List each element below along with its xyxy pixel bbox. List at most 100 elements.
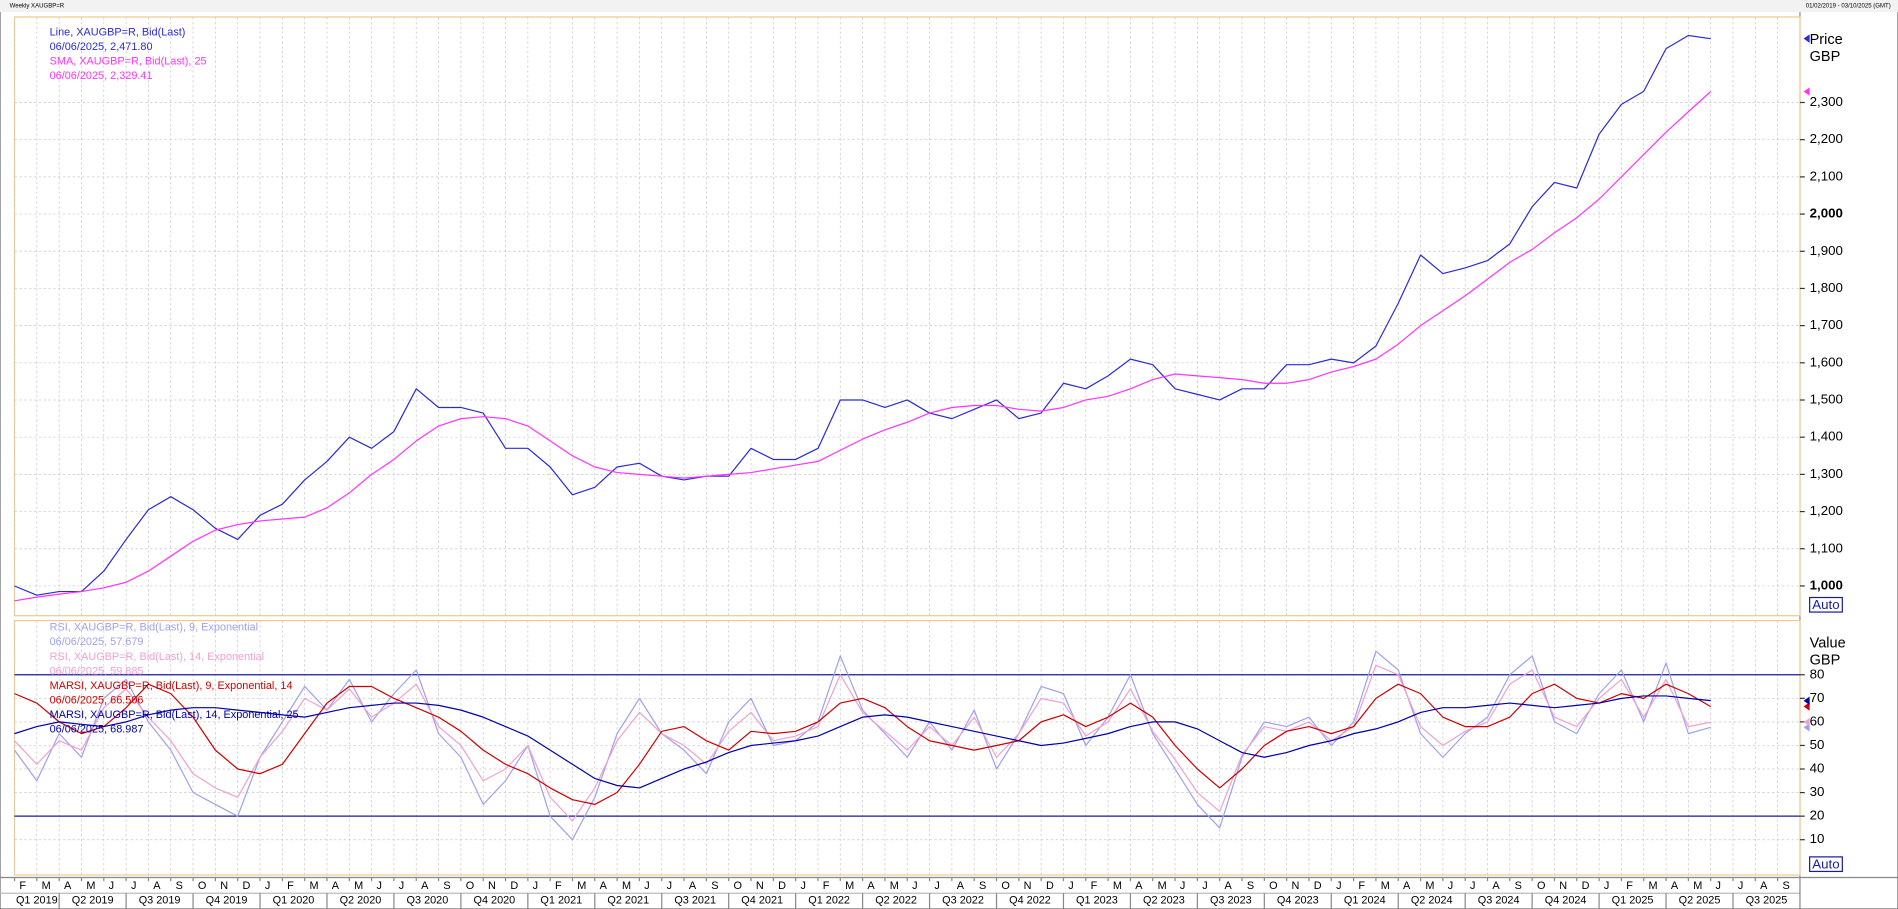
last-value-marker	[1803, 702, 1810, 711]
x-tick-label: J	[800, 880, 805, 892]
x-tick-label: J	[1470, 880, 1475, 892]
x-tick-label: F	[1091, 880, 1098, 892]
x-tick-label: M	[622, 880, 631, 892]
series-line	[14, 650, 1711, 841]
x-tick-label: D	[1046, 880, 1054, 892]
x-tick-label: J	[934, 880, 939, 892]
series-line	[14, 91, 1712, 602]
date-range: 01/02/2019 - 03/10/2025 (GMT)	[1806, 4, 1891, 10]
quarter-label: Q2 2023	[1143, 894, 1185, 906]
quarter-label: Q2 2022	[875, 894, 917, 906]
legend-label: RSI, XAUGBP=R, Bid(Last), 9, Exponential	[50, 622, 258, 634]
quarter-label: Q2 2021	[607, 894, 649, 906]
x-tick-label: S	[1515, 880, 1522, 892]
y-tick-label: 1,600	[1810, 354, 1843, 369]
y-tick-label: 2,000	[1810, 206, 1843, 221]
x-tick-label: A	[867, 880, 875, 892]
x-tick-label: M	[1649, 880, 1658, 892]
axis-label: GBP	[1810, 652, 1841, 668]
y-tick-label: 60	[1810, 713, 1825, 728]
series-line	[14, 683, 1712, 806]
quarter-label: Q4 2020	[473, 894, 515, 906]
quarter-label: Q1 2022	[808, 894, 850, 906]
quarter-label: Q2 2019	[72, 894, 114, 906]
quarter-label: Q4 2021	[741, 894, 783, 906]
legend-value: 06/06/2025, 2,471.80	[50, 41, 153, 53]
y-tick-label: 1,400	[1810, 429, 1843, 444]
x-tick-label: A	[1225, 880, 1233, 892]
quarter-label: Q3 2019	[139, 894, 181, 906]
x-tick-label: F	[287, 880, 294, 892]
x-tick-label: J	[109, 880, 114, 892]
x-tick-label: D	[1314, 880, 1322, 892]
x-tick-label: J	[1336, 880, 1341, 892]
x-tick-label: N	[1559, 880, 1567, 892]
y-tick-label: 2,300	[1810, 94, 1843, 109]
scale-button[interactable]	[1809, 856, 1843, 873]
x-tick-label: M	[1113, 880, 1122, 892]
scale-button-label[interactable]: Auto	[1812, 856, 1839, 871]
x-tick-label: N	[1024, 880, 1032, 892]
series-line	[14, 34, 1711, 596]
x-tick-label: N	[756, 880, 764, 892]
y-tick-label: 1,900	[1810, 243, 1843, 258]
y-tick-label: 1,800	[1810, 280, 1843, 295]
x-tick-label: F	[1626, 880, 1633, 892]
quarter-label: Q3 2025	[1746, 894, 1788, 906]
scale-button-label[interactable]: Auto	[1812, 597, 1839, 612]
x-tick-label: M	[845, 880, 854, 892]
x-tick-label: J	[533, 880, 538, 892]
y-tick-label: 1,000	[1810, 577, 1843, 592]
x-tick-label: M	[42, 880, 51, 892]
y-tick-label: 30	[1810, 784, 1825, 799]
x-tick-label: S	[711, 880, 718, 892]
quarter-label: Q2 2020	[340, 894, 382, 906]
axis-label: Price	[1810, 32, 1843, 48]
y-tick-label: 20	[1810, 808, 1825, 823]
x-tick-label: F	[1358, 880, 1365, 892]
y-tick-label: 40	[1810, 761, 1825, 776]
quarter-label: Q2 2024	[1411, 894, 1453, 906]
quarter-label: Q3 2022	[942, 894, 984, 906]
legend-value: 06/06/2025, 68.987	[50, 723, 144, 735]
scale-button[interactable]	[1809, 596, 1843, 613]
x-tick-label: A	[1403, 880, 1411, 892]
x-tick-label: M	[1381, 880, 1390, 892]
x-tick-label: O	[466, 880, 474, 892]
legend-label: RSI, XAUGBP=R, Bid(Last), 14, Exponentia…	[50, 651, 264, 663]
x-tick-label: D	[510, 880, 518, 892]
x-tick-label: J	[131, 880, 136, 892]
x-tick-label: A	[64, 880, 72, 892]
y-tick-label: 1,200	[1810, 503, 1843, 518]
x-tick-label: A	[689, 880, 697, 892]
x-tick-label: N	[1291, 880, 1299, 892]
x-tick-label: J	[1738, 880, 1743, 892]
y-tick-label: 70	[1810, 690, 1825, 705]
series-line	[14, 664, 1711, 822]
y-tick-label: 2,200	[1810, 131, 1843, 146]
y-tick-label: 80	[1810, 666, 1825, 681]
y-tick-label: 1,700	[1810, 317, 1843, 332]
x-tick-label: J	[1202, 880, 1207, 892]
y-tick-label: 2,100	[1810, 168, 1843, 183]
x-tick-label: J	[1180, 880, 1185, 892]
quarter-label: Q4 2024	[1545, 894, 1587, 906]
x-tick-label: J	[1604, 880, 1609, 892]
axis-label: Value	[1810, 635, 1846, 651]
x-tick-label: A	[957, 880, 965, 892]
x-tick-label: M	[86, 880, 95, 892]
x-tick-label: S	[1782, 880, 1789, 892]
legend-label: Line, XAUGBP=R, Bid(Last)	[50, 27, 186, 39]
quarter-label: Q3 2024	[1478, 894, 1520, 906]
x-tick-label: O	[734, 880, 742, 892]
quarter-label: Q4 2019	[206, 894, 248, 906]
x-tick-label: F	[19, 880, 26, 892]
quarter-label: Q3 2021	[674, 894, 716, 906]
last-value-marker	[1803, 87, 1810, 96]
x-tick-label: J	[1448, 880, 1453, 892]
x-tick-label: M	[1693, 880, 1702, 892]
legend-value: 06/06/2025, 2,329.41	[50, 70, 153, 82]
x-tick-label: N	[220, 880, 228, 892]
quarter-label: Q4 2023	[1277, 894, 1319, 906]
legend-value: 06/06/2025, 59.885	[50, 665, 144, 677]
